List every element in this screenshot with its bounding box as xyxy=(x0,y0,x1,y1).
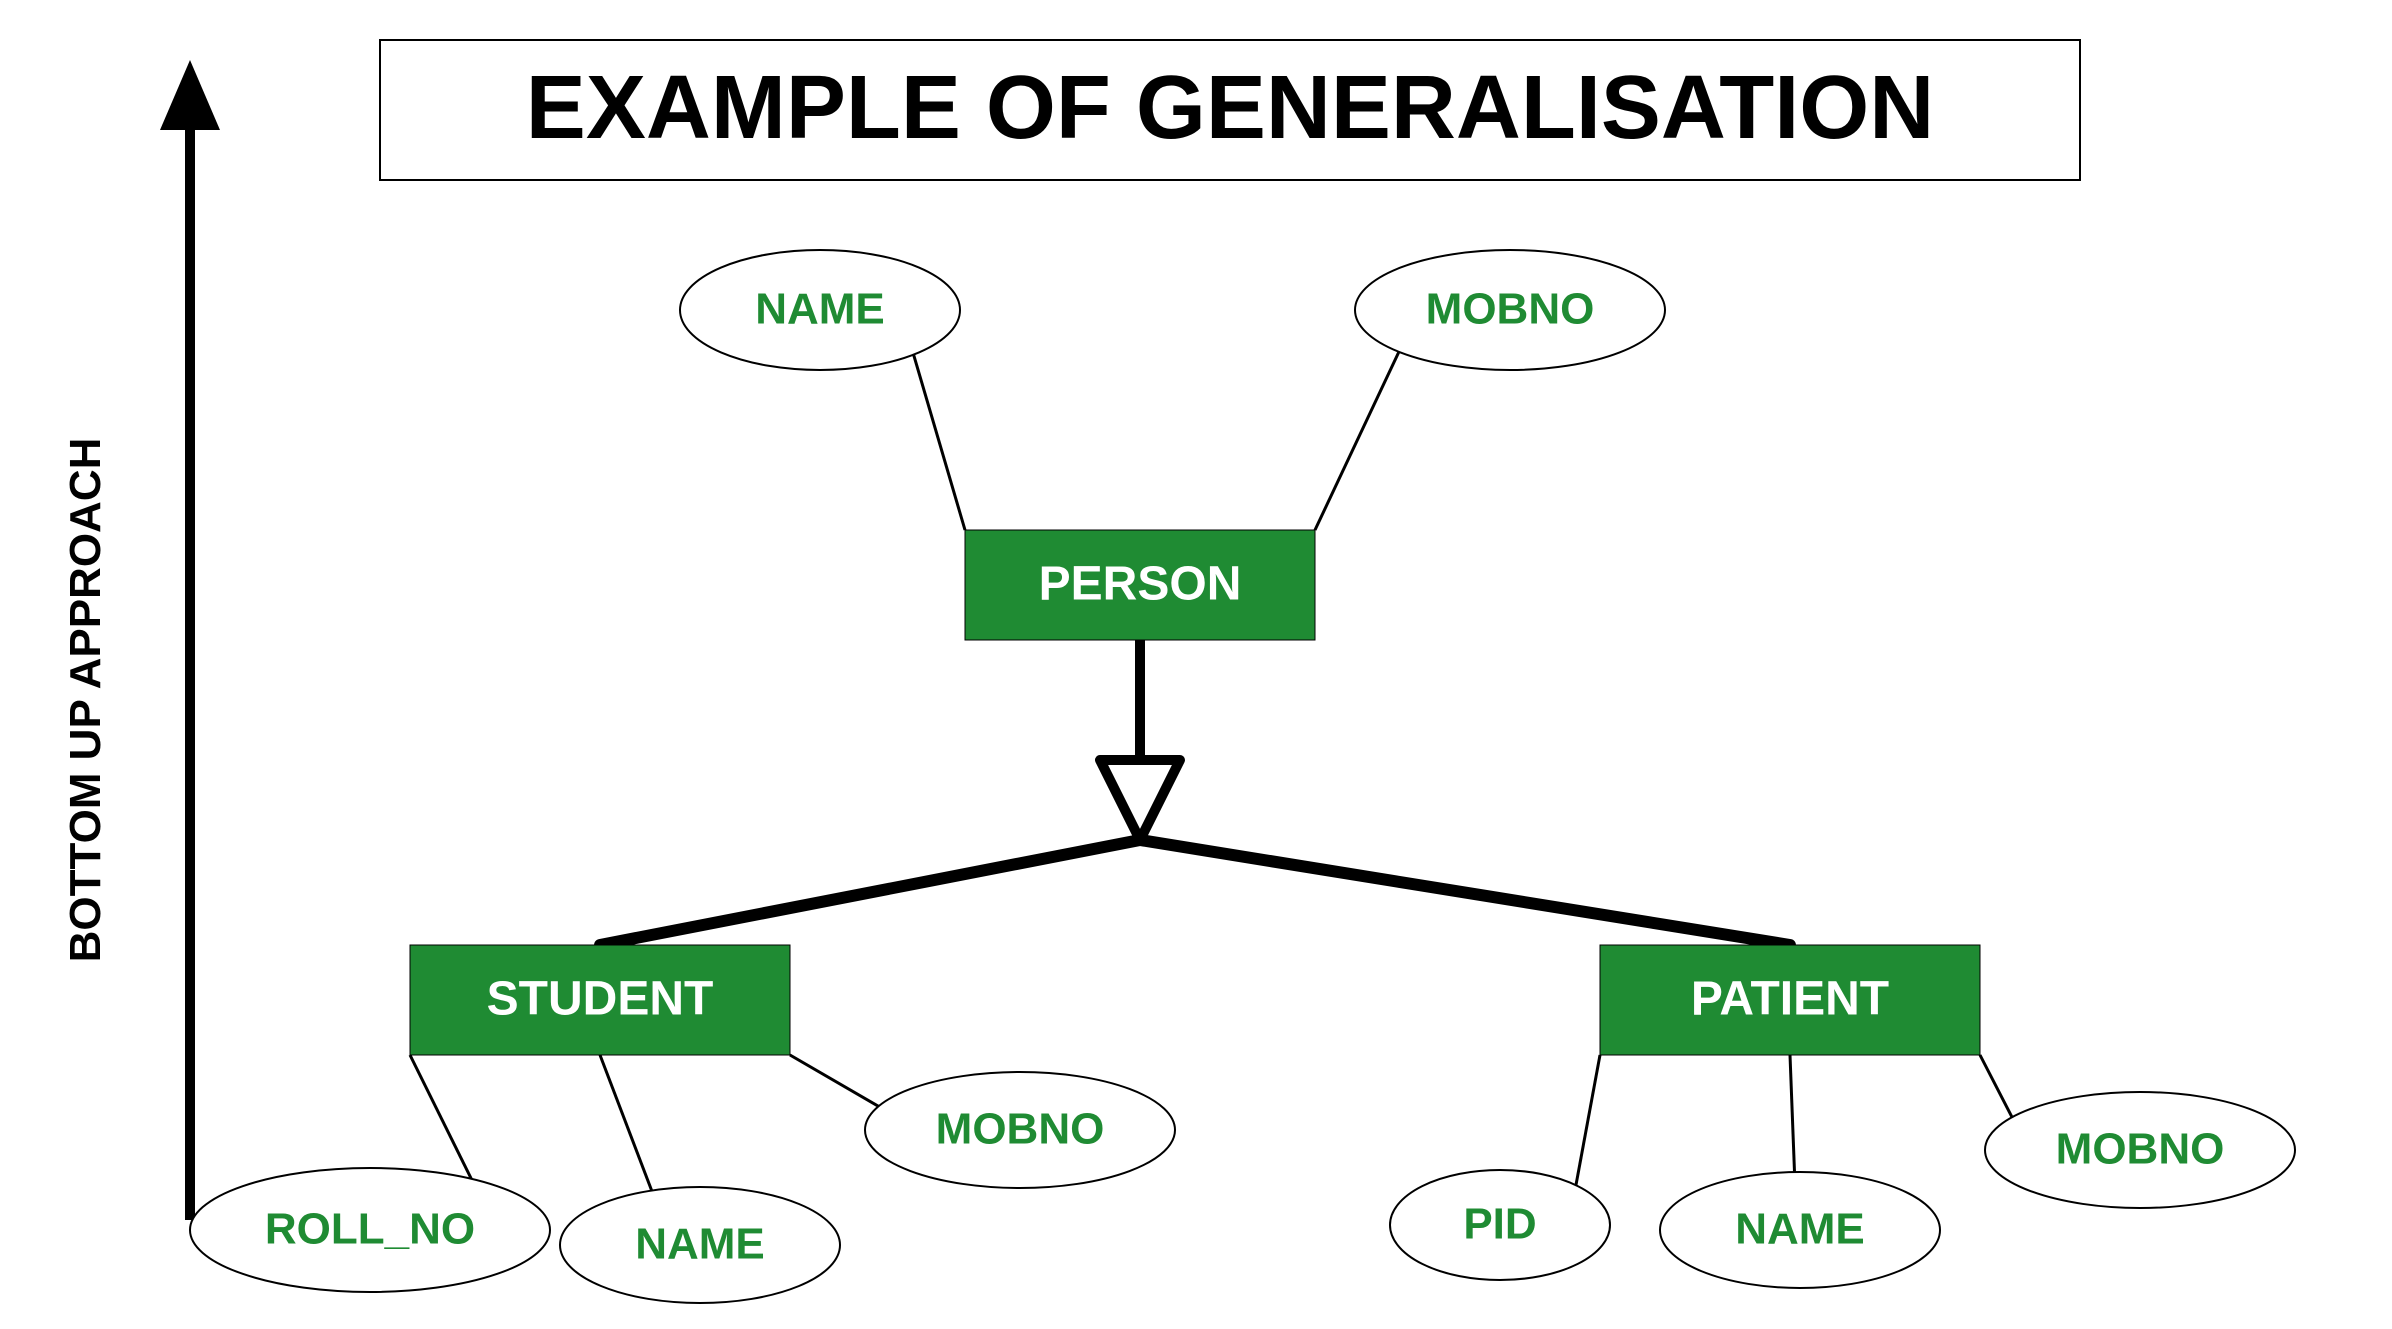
bottom-up-label: BOTTOM UP APPROACH xyxy=(61,438,110,963)
attribute-edge xyxy=(1790,1055,1795,1181)
entity-person-label: PERSON xyxy=(1039,558,1242,611)
generalisation-triangle-icon xyxy=(1100,760,1180,840)
attribute-edge xyxy=(910,343,965,530)
attribute-s_mobno-label: MOBNO xyxy=(936,1105,1105,1154)
entity-student-label: STUDENT xyxy=(487,973,714,1026)
generalisation-branch xyxy=(600,840,1140,945)
attribute-edge xyxy=(600,1055,655,1199)
bottom-up-arrow-head-icon xyxy=(160,60,220,130)
attribute-p_mobno-label: MOBNO xyxy=(1426,285,1595,334)
attribute-pt_pid-label: PID xyxy=(1463,1200,1536,1249)
attribute-pt_mobno-label: MOBNO xyxy=(2056,1125,2225,1174)
attribute-s_name-label: NAME xyxy=(635,1220,765,1269)
attribute-p_name-label: NAME xyxy=(755,285,885,334)
attribute-edge xyxy=(1574,1055,1600,1196)
attribute-pt_name-label: NAME xyxy=(1735,1205,1865,1254)
entity-patient-label: PATIENT xyxy=(1691,973,1889,1026)
generalisation-branch xyxy=(1140,840,1790,945)
attribute-s_rollno-label: ROLL_NO xyxy=(265,1205,475,1254)
diagram-title: EXAMPLE OF GENERALISATION xyxy=(526,58,1934,158)
attribute-edge xyxy=(1315,340,1404,530)
